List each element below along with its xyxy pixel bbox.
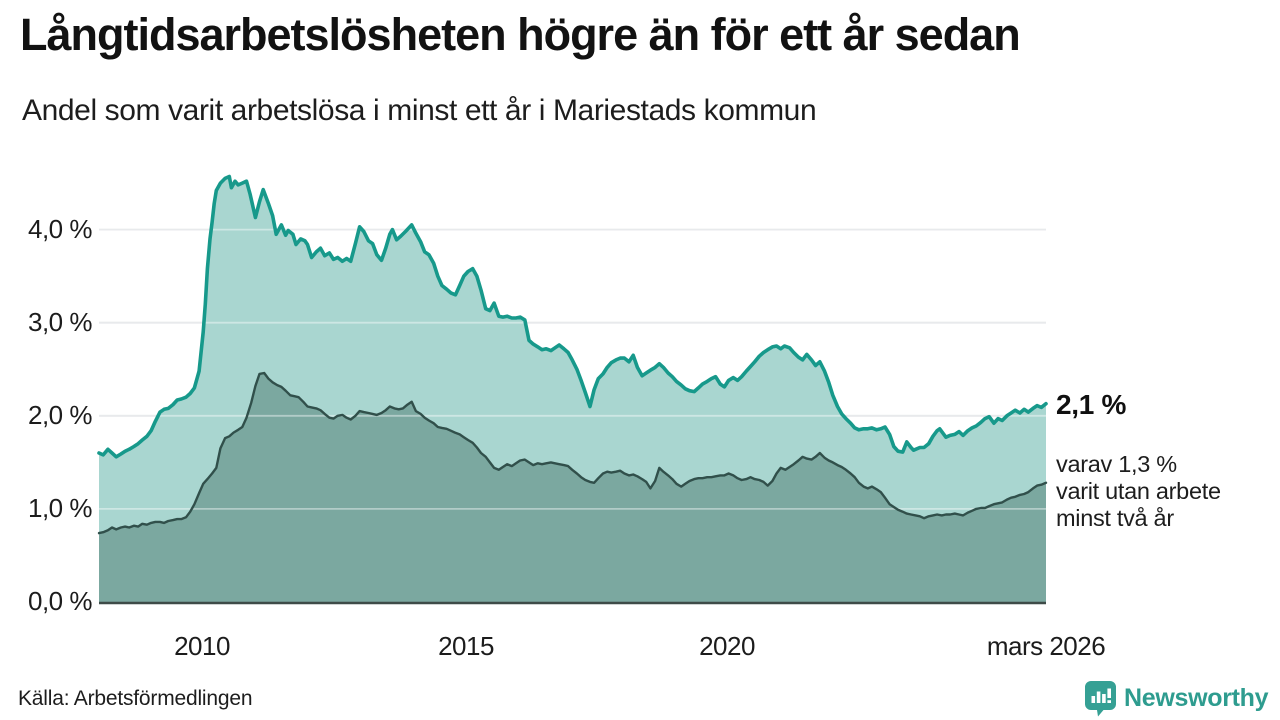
bar-chart-speech-bubble-icon	[1085, 680, 1116, 716]
gridlines-overlay	[99, 228, 1046, 510]
page-title: Långtidsarbetslösheten högre än för ett …	[20, 9, 1021, 60]
secondary-value-annotation: varav 1,3 % varit utan arbete minst två …	[1056, 451, 1280, 532]
annotation-line: varit utan arbete	[1056, 478, 1221, 504]
brand-wordmark: Newsworthy	[1124, 683, 1269, 712]
latest-value-label: 2,1 %	[1056, 389, 1127, 420]
series-2-area	[99, 373, 1046, 602]
x-tick-label: mars 2026	[986, 631, 1106, 661]
source-credit: Källa: Arbetsförmedlingen	[18, 687, 253, 710]
series-2-line	[97, 371, 1048, 535]
y-tick-label: 4,0 %	[28, 214, 93, 244]
newsworthy-logo[interactable]: Newsworthy	[1084, 679, 1269, 717]
page-subtitle: Andel som varit arbetslösa i minst ett å…	[22, 94, 817, 127]
y-tick-label: 3,0 %	[28, 307, 93, 337]
x-tick-label: 2015	[438, 631, 494, 661]
y-tick-label: 2,0 %	[28, 400, 93, 430]
x-tick-label: 2010	[174, 631, 230, 661]
x-tick-label: 2020	[699, 631, 755, 661]
y-tick-label: 1,0 %	[28, 493, 93, 523]
annotation-line: varav 1,3 %	[1056, 451, 1177, 477]
annotation-line: minst två år	[1056, 505, 1174, 531]
series-1-line	[97, 174, 1048, 459]
y-tick-label: 0,0 %	[28, 586, 93, 616]
